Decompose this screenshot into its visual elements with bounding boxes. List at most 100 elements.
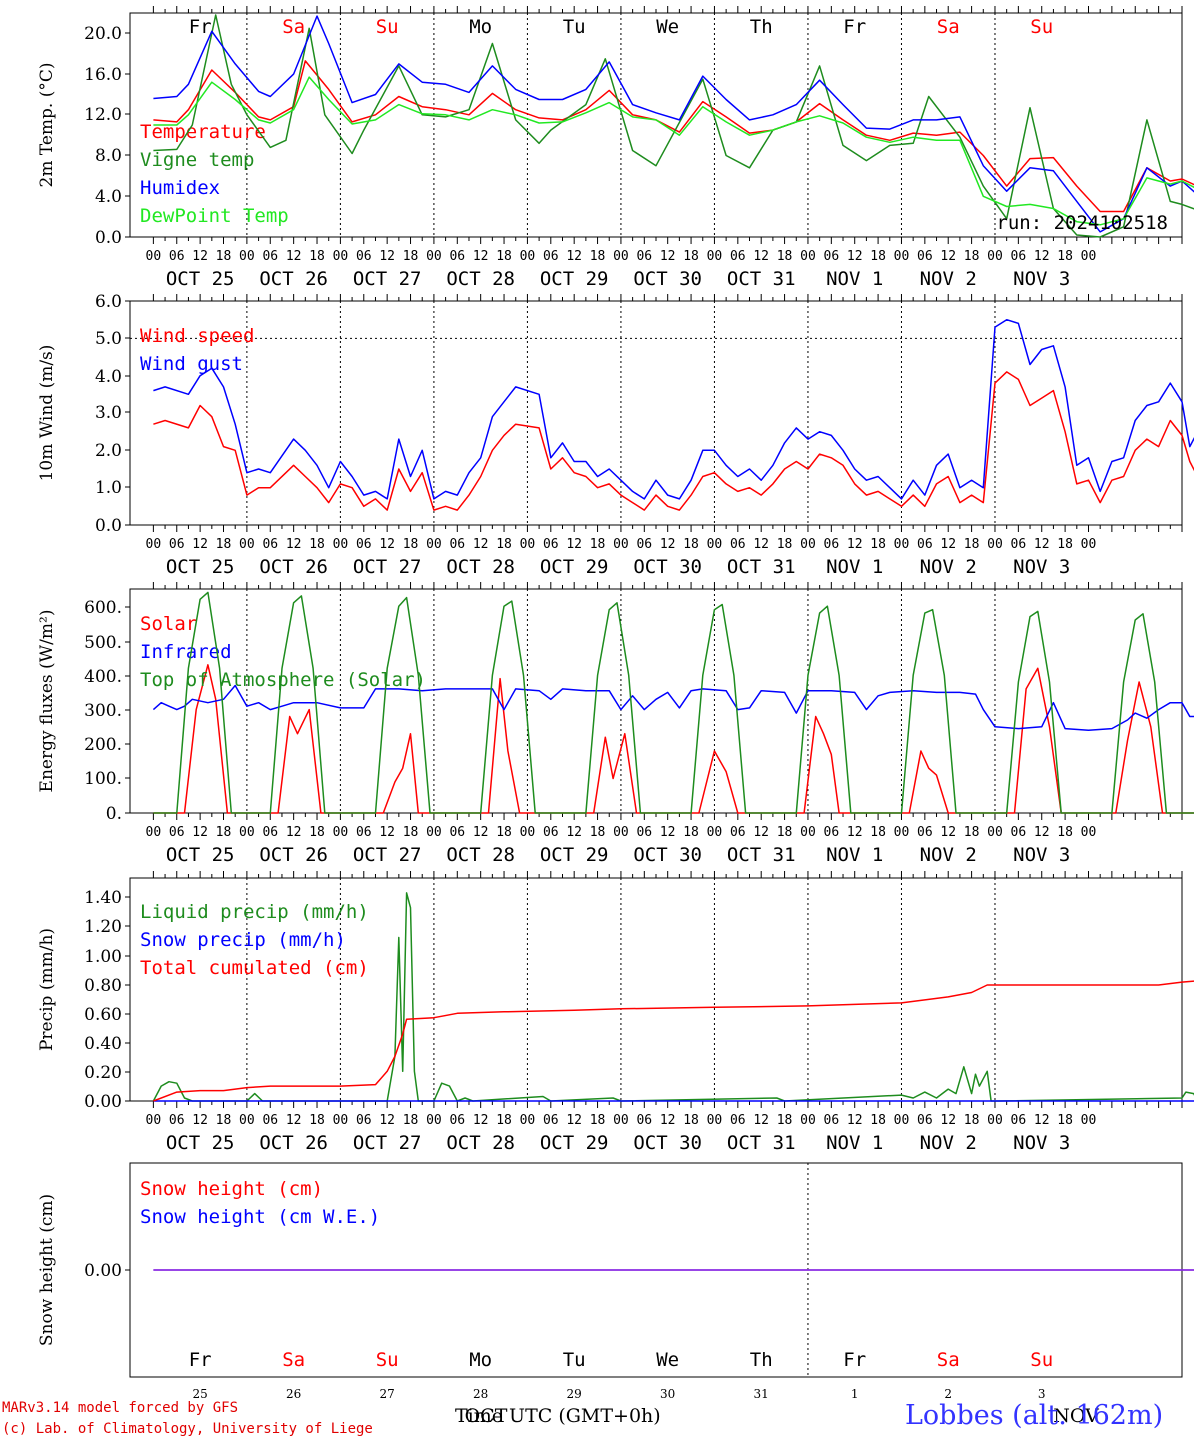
date-label: OCT 27: [353, 556, 422, 578]
date-label: OCT 28: [446, 556, 515, 578]
hour-tick-label: 00: [707, 537, 723, 552]
hour-tick-label: 00: [520, 537, 536, 552]
x-axis-label: Time UTC (GMT+0h): [455, 1405, 661, 1427]
hour-tick-label: 06: [824, 537, 840, 552]
hour-tick-label: 06: [636, 825, 652, 840]
y-tick-label: 0.60: [84, 1005, 122, 1025]
weekday-label: Fr: [843, 16, 866, 38]
hour-tick-label: 06: [169, 249, 185, 264]
hour-tick-label: 18: [1057, 825, 1073, 840]
date-label: NOV 3: [1013, 844, 1070, 866]
weekday-label: Su: [1030, 16, 1053, 38]
hour-tick-label: 12: [1034, 825, 1050, 840]
weekday-label: Tu: [563, 16, 586, 38]
hour-tick-label: 18: [496, 825, 512, 840]
y-tick-label: 0.20: [84, 1063, 122, 1083]
y-tick-label: 0.: [106, 804, 122, 824]
hour-tick-label: 06: [449, 249, 465, 264]
date-label: NOV 3: [1013, 1132, 1070, 1154]
y-tick-label: 0.00: [84, 1092, 122, 1112]
hour-tick-label: 00: [800, 1113, 816, 1128]
weekday-label: Sa: [937, 1349, 960, 1371]
day-number-label: 3: [1038, 1387, 1046, 1401]
hour-tick-label: 06: [169, 825, 185, 840]
hour-tick-label: 12: [1034, 249, 1050, 264]
date-label: NOV 2: [920, 268, 977, 290]
series-line-total-cumulated-cm-: [153, 980, 1194, 1102]
hour-tick-label: 06: [636, 1113, 652, 1128]
day-number-label: 31: [754, 1387, 769, 1401]
hour-tick-label: 00: [426, 825, 442, 840]
day-number-label: 28: [473, 1387, 488, 1401]
hour-tick-label: 18: [496, 249, 512, 264]
weekday-label: Su: [376, 16, 399, 38]
weekday-label: Th: [750, 16, 773, 38]
series-line-vigne-temp: [153, 14, 1194, 238]
hour-tick-label: 18: [496, 537, 512, 552]
date-label: NOV 3: [1013, 268, 1070, 290]
hour-tick-label: 06: [169, 537, 185, 552]
y-tick-label: 5.0: [95, 329, 122, 349]
y-tick-label: 0.80: [84, 976, 122, 996]
copyright: (c) Lab. of Climatology, University of L…: [2, 1421, 373, 1437]
hour-tick-label: 12: [286, 249, 302, 264]
y-tick-label: 200.: [84, 735, 122, 755]
date-label: OCT 26: [259, 1132, 328, 1154]
hour-tick-label: 18: [496, 1113, 512, 1128]
date-label: OCT 29: [540, 844, 609, 866]
hour-tick-label: 12: [1034, 537, 1050, 552]
hour-tick-label: 12: [940, 249, 956, 264]
hour-tick-label: 18: [403, 537, 419, 552]
hour-tick-label: 00: [1081, 825, 1097, 840]
hour-tick-label: 12: [660, 1113, 676, 1128]
hour-tick-label: 06: [730, 537, 746, 552]
hour-tick-label: 06: [449, 537, 465, 552]
date-label: OCT 25: [166, 268, 235, 290]
weekday-label: We: [656, 1349, 679, 1371]
hour-tick-label: 00: [894, 249, 910, 264]
hour-tick-label: 18: [777, 825, 793, 840]
hour-tick-label: 00: [894, 825, 910, 840]
weekday-label: Th: [750, 1349, 773, 1371]
weekday-label: Fr: [189, 16, 212, 38]
legend-entry: Snow height (cm W.E.): [140, 1206, 380, 1228]
hour-tick-label: 12: [192, 1113, 208, 1128]
date-label: OCT 27: [353, 268, 422, 290]
hour-tick-label: 06: [730, 825, 746, 840]
hour-tick-label: 00: [520, 825, 536, 840]
hour-tick-label: 06: [730, 1113, 746, 1128]
hour-tick-label: 12: [566, 825, 582, 840]
hour-tick-label: 06: [356, 1113, 372, 1128]
hour-tick-label: 18: [403, 1113, 419, 1128]
date-label: OCT 28: [446, 1132, 515, 1154]
y-axis-label: Precip (mm/h): [37, 928, 57, 1051]
y-axis-label: 10m Wind (m/s): [37, 345, 57, 482]
hour-tick-label: 00: [239, 1113, 255, 1128]
legend-entry: Temperature: [140, 121, 266, 143]
hour-tick-label: 06: [824, 249, 840, 264]
hour-tick-label: 18: [964, 537, 980, 552]
weekday-label: Sa: [282, 16, 305, 38]
date-label: OCT 29: [540, 268, 609, 290]
y-tick-label: 100.: [84, 769, 122, 789]
weekday-label: Su: [1030, 1349, 1053, 1371]
y-tick-label: 0.00: [84, 1261, 122, 1281]
hour-tick-label: 18: [309, 825, 325, 840]
hour-tick-label: 12: [286, 825, 302, 840]
hour-tick-label: 00: [707, 825, 723, 840]
hour-tick-label: 12: [473, 249, 489, 264]
hour-tick-label: 12: [660, 249, 676, 264]
hour-tick-label: 18: [590, 249, 606, 264]
hour-tick-label: 12: [940, 825, 956, 840]
hour-tick-label: 06: [262, 1113, 278, 1128]
hour-tick-label: 06: [356, 537, 372, 552]
hour-tick-label: 12: [753, 537, 769, 552]
hour-tick-label: 00: [239, 537, 255, 552]
y-tick-label: 1.40: [84, 888, 122, 908]
hour-tick-label: 18: [683, 825, 699, 840]
hour-tick-label: 06: [917, 249, 933, 264]
hour-tick-label: 06: [1011, 825, 1027, 840]
date-label: OCT 30: [633, 1132, 702, 1154]
month-label: OCT: [465, 1405, 508, 1427]
hour-tick-label: 00: [146, 1113, 162, 1128]
